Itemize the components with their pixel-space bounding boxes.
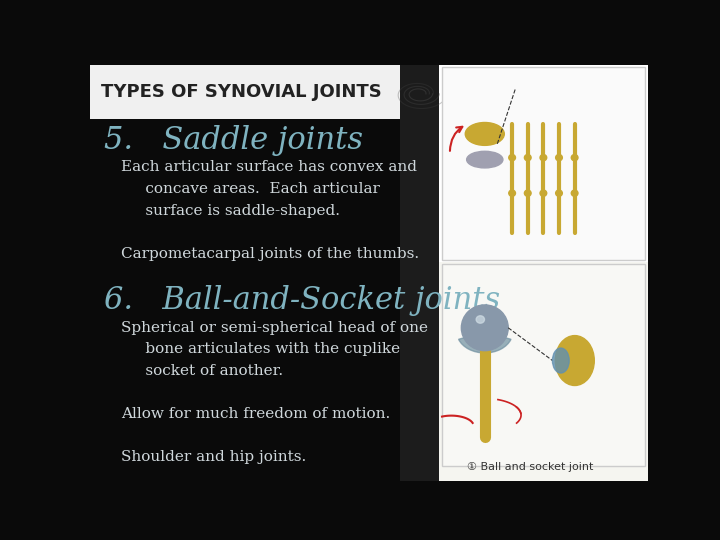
Ellipse shape [556,154,562,161]
Ellipse shape [524,154,531,161]
Text: 6.   Ball-and-Socket joints: 6. Ball-and-Socket joints [104,285,500,316]
Ellipse shape [465,123,504,145]
Text: Spherical or semi-spherical head of one: Spherical or semi-spherical head of one [121,321,428,334]
Text: TYPES OF SYNOVIAL JOINTS: TYPES OF SYNOVIAL JOINTS [101,83,382,101]
Ellipse shape [509,190,516,197]
FancyBboxPatch shape [400,65,438,481]
Text: surface is saddle-shaped.: surface is saddle-shaped. [121,204,340,218]
FancyBboxPatch shape [438,65,648,262]
Wedge shape [459,337,511,353]
Ellipse shape [540,154,546,161]
Text: Carpometacarpal joints of the thumbs.: Carpometacarpal joints of the thumbs. [121,247,419,261]
FancyBboxPatch shape [441,265,645,466]
Text: Shoulder and hip joints.: Shoulder and hip joints. [121,450,306,464]
Text: bone articulates with the cuplike: bone articulates with the cuplike [121,342,400,356]
Text: Allow for much freedom of motion.: Allow for much freedom of motion. [121,407,390,421]
Text: 5.   Saddle joints: 5. Saddle joints [104,125,363,156]
Ellipse shape [571,154,578,161]
Ellipse shape [540,190,546,197]
FancyBboxPatch shape [90,65,400,119]
Ellipse shape [555,335,594,386]
FancyBboxPatch shape [438,262,648,481]
Ellipse shape [467,151,503,168]
FancyBboxPatch shape [441,67,645,260]
Text: concave areas.  Each articular: concave areas. Each articular [121,182,379,196]
Text: ① Ball and socket joint: ① Ball and socket joint [467,462,593,472]
Ellipse shape [571,190,578,197]
Ellipse shape [509,154,516,161]
Text: socket of another.: socket of another. [121,364,283,378]
Ellipse shape [552,348,570,373]
FancyBboxPatch shape [90,119,400,481]
Text: Each articular surface has convex and: Each articular surface has convex and [121,160,417,174]
Ellipse shape [556,190,562,197]
Ellipse shape [476,316,485,323]
Ellipse shape [524,190,531,197]
Ellipse shape [462,305,508,350]
